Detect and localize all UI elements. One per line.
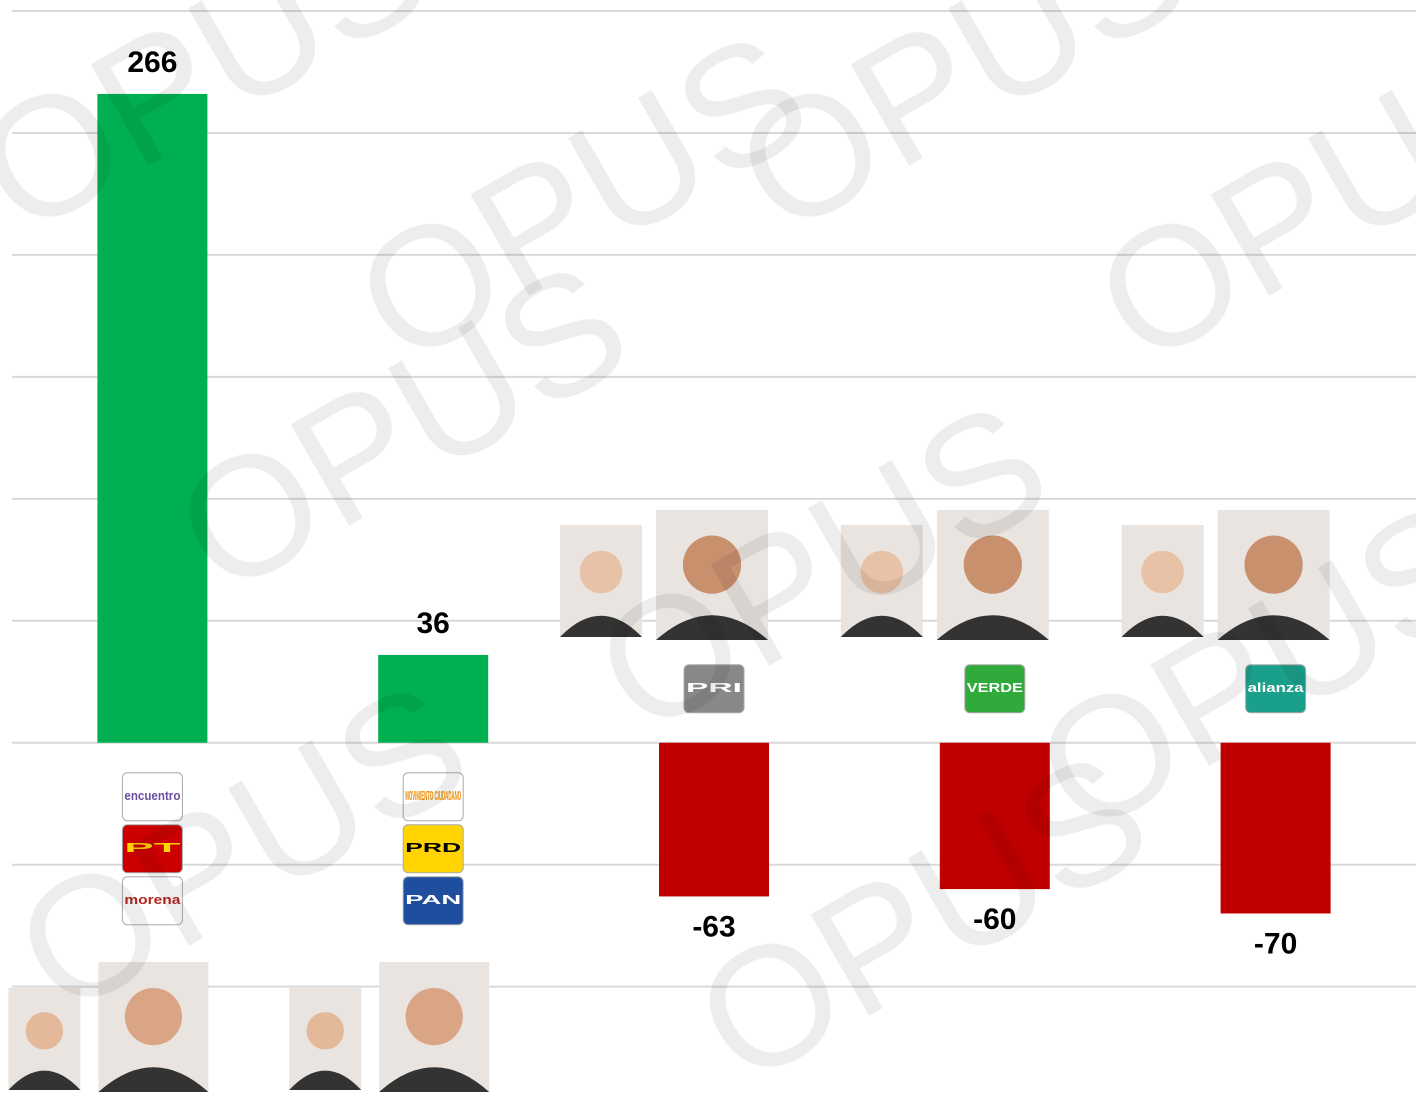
bar — [1220, 742, 1331, 914]
photo-body — [656, 615, 768, 640]
party-logo — [402, 876, 464, 926]
bar — [939, 742, 1050, 890]
value-label: -70 — [1254, 927, 1297, 960]
photo-face — [306, 1012, 344, 1050]
party-logo-text: VERDE — [967, 680, 1023, 695]
party-logo — [1245, 664, 1307, 714]
photo-body — [936, 615, 1049, 640]
party-logo — [121, 772, 183, 822]
party-logo-text: PRD — [405, 840, 461, 855]
photo-body — [379, 1067, 490, 1092]
value-label: -63 — [692, 910, 735, 943]
photo-face — [682, 535, 742, 594]
photo-face — [579, 550, 623, 594]
photo-face — [405, 988, 463, 1046]
photo-face — [963, 535, 1022, 594]
photo-face — [1244, 535, 1303, 594]
value-label: 36 — [417, 607, 450, 640]
photo-body — [8, 1070, 81, 1090]
photo-face — [860, 550, 904, 594]
photo-face — [124, 988, 182, 1046]
photo-body — [98, 1067, 209, 1092]
bar — [659, 742, 769, 897]
party-logo-text: PRI — [686, 680, 742, 695]
photo-face — [1141, 550, 1184, 594]
party-logo — [964, 664, 1026, 714]
bar — [97, 93, 208, 743]
bar — [378, 654, 489, 743]
photo-body — [289, 1070, 362, 1090]
photo-face — [25, 1012, 64, 1050]
photo-body — [1121, 615, 1204, 637]
party-logo — [121, 824, 183, 874]
value-label: -60 — [973, 903, 1016, 936]
value-label: 266 — [127, 46, 177, 79]
party-logo-text: alianza — [1248, 680, 1305, 695]
party-logo-text: MOVIMIENTO CIUDADANO — [405, 788, 461, 803]
party-logo-text: morena — [124, 892, 181, 907]
photo-body — [1217, 615, 1330, 640]
party-logo-text: PAN — [405, 892, 461, 907]
party-logo — [683, 664, 745, 714]
photo-body — [840, 615, 923, 637]
party-logo — [402, 824, 464, 874]
party-logo — [121, 876, 183, 926]
party-logo — [402, 772, 464, 822]
party-logo-text: encuentro — [124, 788, 180, 803]
photo-body — [560, 615, 642, 637]
party-logo-text: PT — [124, 840, 180, 855]
